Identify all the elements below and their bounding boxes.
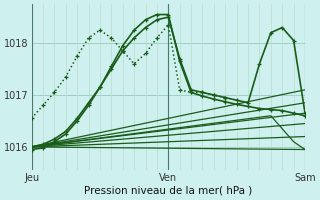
X-axis label: Pression niveau de la mer( hPa ): Pression niveau de la mer( hPa ) — [84, 186, 252, 196]
